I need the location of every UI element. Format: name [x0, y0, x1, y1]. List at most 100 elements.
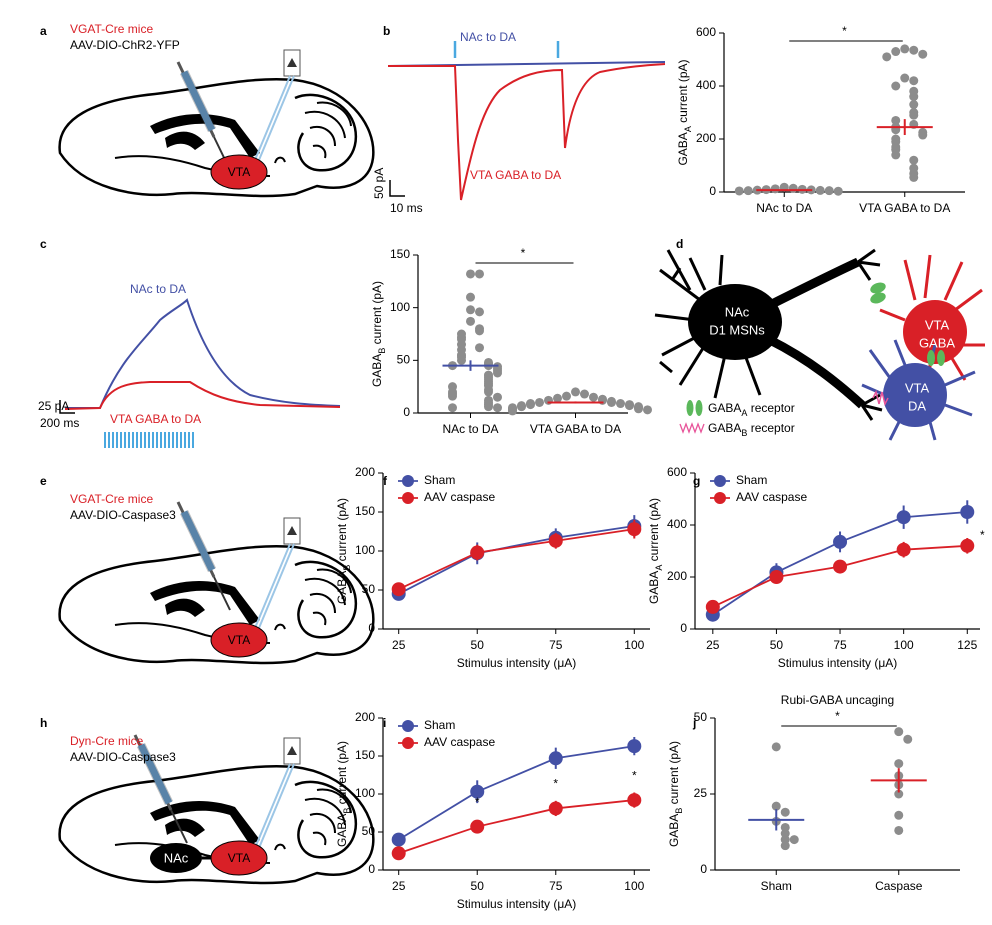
y-tick-label: 150	[355, 748, 375, 762]
x-tick-label: 100	[894, 638, 914, 652]
panel-label: h	[40, 716, 47, 730]
neuron-label: D1 MSNs	[709, 322, 765, 337]
data-point	[475, 269, 484, 279]
data-point	[470, 819, 485, 834]
y-tick-label: 200	[696, 131, 716, 145]
y-tick-label: 50	[397, 353, 411, 367]
data-point	[815, 185, 825, 195]
y-tick-label: 150	[390, 247, 410, 261]
x-tick-label: 25	[706, 638, 720, 652]
y-tick-label: 0	[403, 405, 410, 419]
label-part: current (pA)	[335, 498, 349, 565]
data-point	[571, 387, 580, 397]
label-part: current (pA)	[676, 59, 690, 126]
y-axis-label: GABAB current (pA)	[335, 741, 352, 847]
series-line	[398, 528, 635, 591]
legend-label: Sham	[424, 718, 455, 732]
data-point	[960, 505, 975, 519]
legend-label: Sham	[736, 473, 767, 487]
series-line	[712, 544, 968, 608]
data-point	[918, 130, 928, 140]
label-part: current (pA)	[667, 741, 681, 808]
data-point	[517, 402, 526, 412]
data-point	[894, 759, 904, 769]
y-tick-label: 25	[694, 786, 708, 800]
data-point	[470, 784, 485, 799]
data-point	[894, 810, 904, 820]
neuron-label: DA	[908, 398, 926, 413]
data-point	[475, 343, 484, 353]
data-point	[391, 832, 406, 847]
data-point	[833, 534, 848, 549]
y-tick-label: 50	[362, 582, 376, 596]
label-part: GABA	[647, 571, 661, 604]
data-point	[484, 402, 493, 412]
label-part: GABA	[335, 571, 349, 604]
data-point	[894, 727, 904, 737]
label-part: GABA	[676, 132, 690, 165]
y-tick-label: 50	[362, 824, 376, 838]
data-point	[900, 73, 910, 83]
label-sub: B	[674, 808, 684, 814]
x-tick-label: 50	[471, 879, 485, 893]
brain-diagram	[58, 502, 375, 665]
significance-star: *	[835, 709, 840, 723]
panel-label: a	[40, 24, 47, 38]
scale-label: 50 pA	[372, 168, 386, 199]
virus: AAV-DIO-Caspase3	[70, 750, 176, 764]
data-point	[391, 582, 406, 597]
y-tick-label: 0	[709, 184, 716, 198]
mouse-line: VGAT-Cre mice	[70, 492, 153, 506]
data-point	[466, 292, 475, 302]
x-tick-label: NAc to DA	[756, 201, 812, 215]
data-point	[909, 155, 919, 165]
data-point	[508, 406, 517, 416]
series-line	[398, 745, 635, 841]
data-point	[891, 47, 901, 57]
data-point	[627, 739, 642, 754]
y-tick-label: 200	[355, 465, 375, 479]
data-point	[448, 403, 457, 413]
data-point	[903, 734, 913, 744]
x-tick-label: 125	[957, 638, 977, 652]
data-point	[909, 76, 919, 86]
data-point	[607, 397, 616, 407]
data-point	[448, 391, 457, 401]
significance-star: *	[521, 246, 526, 260]
region-label: VTA	[228, 851, 250, 865]
vta-region	[210, 154, 268, 190]
y-tick-label: 50	[694, 710, 708, 724]
virus: AAV-DIO-Caspase3	[70, 508, 176, 522]
data-point	[770, 184, 780, 194]
data-point	[896, 542, 911, 557]
x-tick-label: 75	[549, 879, 563, 893]
data-point	[493, 403, 502, 413]
data-point	[894, 789, 904, 799]
data-point	[580, 389, 589, 399]
data-point	[625, 401, 634, 411]
data-point	[824, 186, 834, 196]
legend-marker	[714, 475, 726, 487]
data-point	[900, 44, 910, 54]
data-point	[526, 400, 535, 410]
neuron-diagram	[654, 248, 985, 441]
legend-entry: GABAB receptor	[708, 421, 795, 438]
x-tick-label: NAc to DA	[442, 422, 498, 436]
brain-diagram	[58, 735, 375, 885]
trace-plot	[387, 41, 666, 201]
data-point	[553, 393, 562, 403]
data-point	[627, 793, 642, 808]
x-tick-label: Sham	[761, 879, 792, 893]
trace-label: VTA GABA to DA	[470, 168, 561, 182]
x-tick-label: VTA GABA to DA	[859, 201, 950, 215]
data-point	[788, 183, 798, 193]
y-tick-label: 400	[696, 78, 716, 92]
panel-label: c	[40, 237, 47, 251]
region-label: NAc	[164, 850, 189, 865]
data-point	[833, 186, 843, 196]
data-point	[466, 305, 475, 315]
y-axis-label: GABAA current (pA)	[647, 498, 664, 604]
x-tick-label: 100	[624, 638, 644, 652]
x-axis-label: Stimulus intensity (μA)	[457, 897, 577, 911]
data-point	[743, 186, 753, 196]
